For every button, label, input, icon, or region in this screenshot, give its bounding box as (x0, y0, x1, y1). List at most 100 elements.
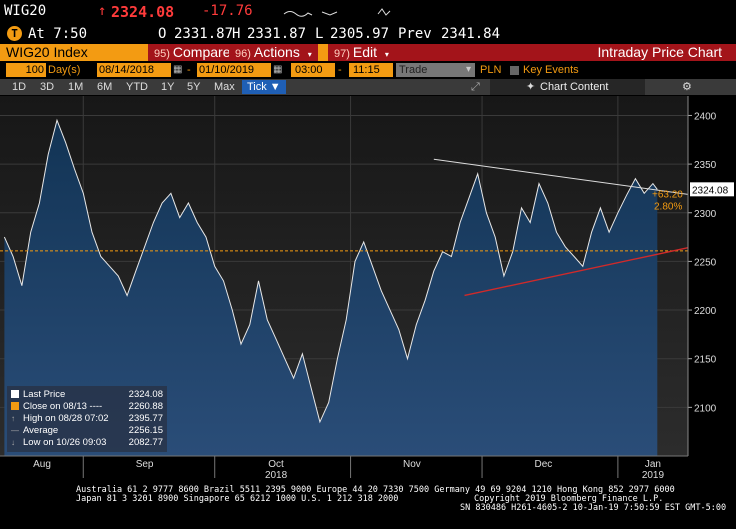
legend-box: Last Price 2324.08 Close on 08/13 ---- 226… (7, 386, 167, 452)
lower-trendline (464, 247, 689, 297)
compare-label: Compare (172, 44, 231, 60)
footer-serial: SN 830486 H261-4605-2 10-Jan-19 7:50:59 … (460, 503, 727, 513)
legend-value: 2256.15 (128, 425, 163, 436)
legend-value: 2082.77 (128, 437, 163, 448)
legend-swatch (11, 402, 19, 411)
gear-icon[interactable]: ⚙ (682, 81, 692, 93)
y-tick-label: 2350 (694, 160, 717, 171)
compare-num: 95) (154, 48, 170, 60)
range-6m-button[interactable]: 6M (97, 81, 113, 93)
function-toolbar: WIG20 Index 95) Compare 96) Actions ▾ 97) E… (0, 44, 736, 61)
y-tick-label: 2150 (694, 355, 717, 366)
footer-contacts-2: Japan 81 3 3201 8900 Singapore 65 6212 1… (76, 494, 399, 504)
actions-button[interactable]: 96) Actions ▾ (229, 44, 318, 61)
end-time-input[interactable]: 11:15 (349, 63, 393, 77)
net-change: -17.76 (202, 3, 253, 19)
compare-button[interactable]: 95) Compare (148, 44, 237, 61)
actions-num: 96) (235, 48, 251, 60)
high-value: 2331.87 (247, 26, 307, 42)
tick-dropdown[interactable]: Tick ▼ (242, 80, 286, 94)
x-tick-label: Sep (136, 459, 154, 470)
calendar-icon[interactable]: ▦ (173, 64, 183, 75)
chart-title: Intraday Price Chart (597, 44, 723, 60)
footer-contacts: Australia 61 2 9777 8600 Brazil 5511 239… (76, 485, 675, 495)
footer-copyright: Copyright 2019 Bloomberg Finance L.P. (474, 494, 664, 504)
legend-row-low: ↓ Low on 10/26 09:03 2082.77 (11, 437, 163, 449)
low-label: L (315, 26, 324, 42)
actions-dropdown-icon: ▾ (307, 50, 312, 59)
range-ytd-button[interactable]: YTD (126, 81, 148, 93)
edit-button[interactable]: 97) Edit ▾ (328, 44, 395, 61)
y-tick-label: 2200 (694, 306, 717, 317)
range-max-button[interactable]: Max (214, 81, 235, 93)
legend-row-close: Close on 08/13 ---- 2260.88 (11, 401, 163, 413)
legend-label: Last Price (23, 389, 66, 400)
start-time-input[interactable]: 03:00 (291, 63, 335, 77)
trendlines (433, 158, 689, 297)
price-area (4, 120, 658, 457)
security-name[interactable]: WIG20 Index (6, 44, 88, 60)
prev-label: Prev (398, 26, 432, 42)
x-tick-label: Aug (33, 459, 51, 470)
change-tag-label: +63.20 (652, 189, 683, 200)
prev-value: 2341.84 (441, 26, 501, 42)
legend-value: 2324.08 (128, 389, 163, 400)
expand-icon[interactable]: ⤢ (471, 81, 480, 93)
change-pct-label: 2.80% (654, 201, 682, 212)
key-events-label[interactable]: Key Events (523, 64, 579, 76)
period-input[interactable]: 100 (6, 63, 46, 77)
high-arrow-icon: ↑ (11, 414, 15, 423)
legend-swatch (11, 390, 19, 399)
end-date-input[interactable]: 01/10/2019 (197, 63, 271, 77)
edit-num: 97) (334, 48, 350, 60)
open-label: O (158, 26, 167, 42)
currency-label[interactable]: PLN (480, 64, 502, 76)
range-5y-button[interactable]: 5Y (187, 81, 201, 93)
calendar-icon[interactable]: ▦ (273, 64, 283, 75)
high-label: H (232, 26, 241, 42)
chart-content-icon: ✦ (526, 81, 536, 93)
price-line (3, 118, 658, 424)
chart-content-panel[interactable] (490, 79, 645, 95)
x-tick-label: Oct (268, 459, 284, 470)
date-controls: 100 Day(s) 08/14/2018 ▦ - 01/10/2019 ▦ 0… (0, 62, 736, 78)
last-price: 2324.08 (111, 3, 175, 21)
legend-label: Low on 10/26 09:03 (23, 437, 107, 448)
time-dash: - (338, 64, 342, 76)
y-tick-label: 2100 (694, 403, 717, 414)
trade-badge-icon: T (7, 26, 22, 41)
x-tick-label: Dec (534, 459, 552, 470)
checkbox-icon[interactable] (510, 66, 519, 75)
price-tag-label: 2324.08 (692, 185, 729, 196)
edit-label: Edit (352, 44, 378, 60)
y-tick-label: 2250 (694, 257, 717, 268)
field-dropdown-icon[interactable]: ▾ (466, 64, 472, 75)
x-axis: Aug Sep Oct Nov Dec Jan 2018 2019 (0, 455, 688, 481)
legend-row-high: ↑ High on 08/28 07:02 2395.77 (11, 413, 163, 425)
chart-content-label[interactable]: Chart Content (540, 81, 609, 93)
start-date-input[interactable]: 08/14/2018 (97, 63, 171, 77)
last-time: At 7:50 (28, 26, 88, 42)
quote-detail-row: T At 7:50 O 2331.87 H 2331.87 L 2305.97 … (0, 23, 736, 43)
date-dash: - (187, 64, 191, 76)
x-year-label: 2019 (642, 470, 665, 481)
quote-header: WIG20 ↑ 2324.08 -17.76 (0, 0, 736, 23)
scribble-icon (283, 8, 391, 17)
low-value: 2305.97 (330, 26, 390, 42)
low-arrow-icon: ↓ (11, 438, 15, 447)
legend-label: Average (23, 425, 59, 436)
area-fill (3, 118, 658, 457)
legend-value: 2395.77 (128, 413, 163, 424)
range-1m-button[interactable]: 1M (68, 81, 84, 93)
y-tick-label: 2400 (694, 111, 717, 122)
range-3d-button[interactable]: 3D (40, 81, 55, 93)
x-tick-label: Nov (403, 459, 421, 470)
legend-value: 2260.88 (128, 401, 163, 412)
footer: Australia 61 2 9777 8600 Brazil 5511 239… (0, 482, 736, 529)
field-select[interactable]: Trade (396, 63, 475, 77)
period-unit[interactable]: Day(s) (48, 64, 81, 76)
title-bar: Intraday Price Chart (395, 44, 736, 61)
range-1d-button[interactable]: 1D (12, 81, 27, 93)
range-1y-button[interactable]: 1Y (161, 81, 175, 93)
legend-label: Close on 08/13 ---- (23, 401, 103, 412)
